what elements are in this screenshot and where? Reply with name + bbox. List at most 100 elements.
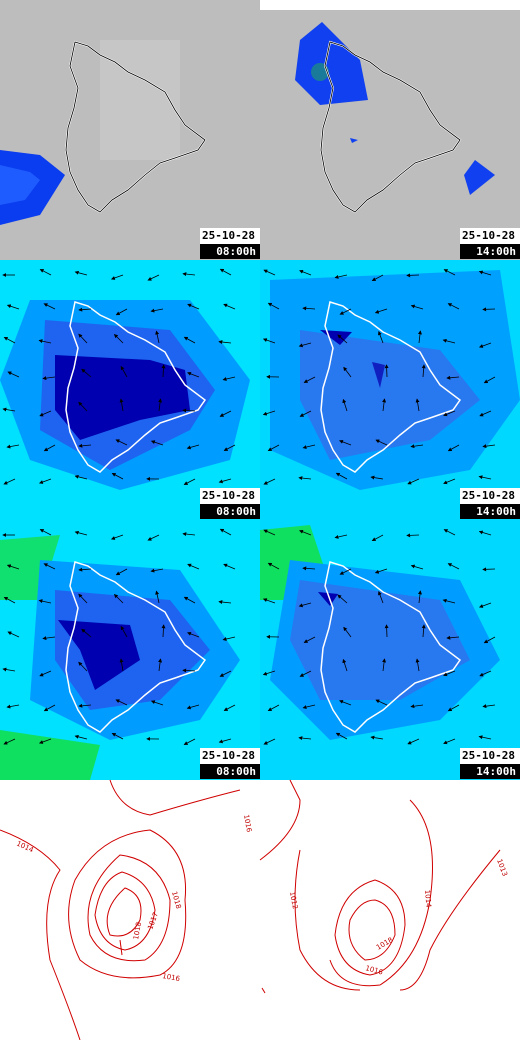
wind-arrow	[384, 364, 389, 378]
wind-arrow	[302, 444, 316, 449]
wind-arrow	[262, 670, 276, 676]
wind-arrow	[186, 704, 200, 710]
wind-arrow	[443, 478, 456, 485]
wind-arrow	[183, 336, 196, 344]
wind-arrow	[43, 303, 56, 310]
wind-arrow	[78, 333, 88, 344]
wind-arrow	[263, 269, 276, 276]
wind-arrow	[442, 598, 456, 604]
wind-arrow	[262, 410, 276, 416]
wind-arrow	[7, 631, 20, 638]
wind-arrow	[334, 274, 348, 279]
wind-arrow	[384, 624, 389, 638]
wind-arrow	[182, 272, 196, 277]
date-box	[460, 488, 520, 504]
wind-arrow	[43, 444, 56, 452]
wind-arrow	[147, 534, 160, 541]
isobar-label: 1012	[288, 891, 299, 910]
isobar-label: 1018	[132, 921, 143, 940]
wind-arrow	[39, 410, 52, 417]
date-label: 25-10-28	[202, 229, 255, 242]
wind-arrow	[478, 530, 492, 536]
wind-arrow	[337, 594, 348, 604]
wind-arrow	[482, 704, 496, 709]
wind-arrow	[443, 269, 456, 276]
wind-arrow	[42, 376, 56, 381]
wind-arrow	[447, 704, 460, 712]
wind-arrow	[3, 336, 16, 344]
wind-arrow	[263, 738, 276, 745]
date-box	[460, 228, 520, 244]
wind-arrow	[302, 704, 316, 709]
wind-arrow	[6, 564, 20, 570]
time-label: 14:00h	[476, 765, 516, 778]
wind-arrow	[382, 398, 387, 412]
date-label: 25-10-28	[462, 749, 515, 762]
wind-arrow	[378, 331, 384, 344]
wind-arrow	[150, 308, 164, 313]
wind-arrow	[7, 371, 20, 378]
wind-arrow	[339, 439, 352, 446]
wind-arrow	[219, 410, 232, 417]
wind-arrow	[478, 342, 492, 348]
wind-arrow	[78, 661, 88, 672]
wind-arrow	[43, 563, 56, 570]
wind-arrow	[155, 590, 160, 604]
wind-arrow	[78, 443, 92, 448]
wind-arrow	[42, 636, 56, 641]
wind-arrow	[443, 738, 456, 745]
panel-wind-1400	[260, 260, 520, 520]
wind-arrow	[113, 333, 124, 344]
wind-arrow	[446, 635, 460, 640]
date-box	[200, 488, 260, 504]
wind-arrow	[302, 566, 316, 571]
wind-arrow	[447, 444, 460, 452]
wind-arrow	[161, 624, 166, 638]
wind-arrow	[262, 338, 276, 344]
wind-arrow	[371, 534, 384, 542]
wind-arrow	[120, 365, 128, 378]
wind-arrow	[219, 528, 232, 536]
wind-arrow	[222, 636, 236, 641]
date-label: 25-10-28	[202, 749, 255, 762]
wind-arrow	[299, 410, 312, 417]
date-box	[200, 748, 260, 764]
wind-arrow	[447, 303, 460, 310]
wind-arrow	[334, 534, 348, 539]
isobar-label: 1014	[423, 889, 433, 908]
wind-arrow	[267, 704, 280, 712]
wind-arrow	[343, 626, 352, 638]
wind-arrow	[223, 563, 236, 570]
wind-arrow	[443, 529, 456, 536]
date-box	[460, 748, 520, 764]
wind-arrow	[421, 364, 426, 378]
time-box	[460, 244, 520, 259]
wind-arrow	[298, 476, 312, 481]
wind-arrow	[267, 302, 280, 310]
wind-arrow	[74, 474, 88, 480]
wind-arrow	[218, 340, 232, 345]
isobar-label: 1016	[162, 972, 181, 983]
wind-arrow	[418, 330, 422, 344]
wind-arrow	[443, 670, 456, 677]
wind-arrow	[222, 376, 236, 381]
wind-arrow	[263, 529, 276, 536]
wind-arrow	[262, 598, 276, 604]
wind-arrow	[120, 625, 128, 638]
wind-arrow	[370, 735, 384, 740]
wind-arrow	[115, 308, 128, 316]
wind-arrow	[3, 738, 16, 745]
wind-arrow	[339, 699, 352, 706]
wind-arrow	[335, 732, 348, 740]
wind-arrow	[479, 670, 492, 677]
wind-arrow	[263, 478, 276, 485]
wind-arrow	[298, 342, 312, 348]
wind-arrow	[371, 274, 384, 282]
wind-arrow	[342, 398, 348, 412]
wind-arrow	[78, 593, 88, 604]
wind-arrow	[378, 591, 384, 604]
wind-arrow	[150, 568, 164, 573]
wind-arrow	[410, 564, 424, 570]
timestamps: 25-10-28 08:00h 25-10-28 14:00h 25-10-28 08:0…	[200, 228, 520, 779]
